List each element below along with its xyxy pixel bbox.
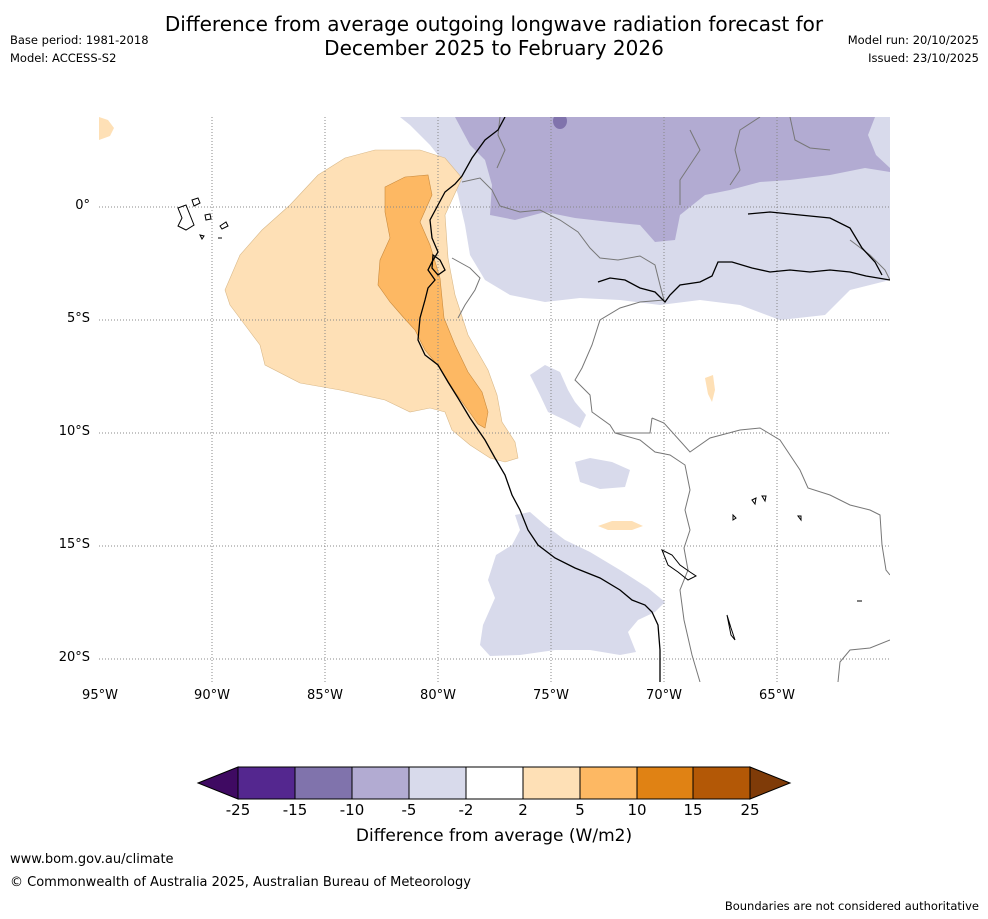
- anomaly-region-purple-north: [455, 117, 890, 242]
- lon-label-70w: 70°W: [646, 688, 682, 703]
- chart-title: Difference from average outgoing longwav…: [0, 12, 988, 60]
- model-run-label: Model run: 20/10/2025: [847, 33, 979, 47]
- lon-label-95w: 95°W: [82, 688, 118, 703]
- lake-titicaca: [661, 548, 697, 581]
- lon-label-80w: 80°W: [420, 688, 456, 703]
- lat-label-20s: 20°S: [58, 650, 90, 665]
- colorbar-bin-7: [579, 766, 638, 800]
- model-label: Model: ACCESS-S2: [10, 51, 117, 65]
- lat-label-15s: 15°S: [58, 537, 90, 552]
- colorbar-tick: -5: [401, 801, 417, 819]
- anomaly-region-light-purple-central: [530, 365, 586, 428]
- lon-label-65w: 65°W: [759, 688, 795, 703]
- colorbar-tick: 10: [627, 801, 647, 819]
- meta-right: Model run: 20/10/2025 Issued: 23/10/2025: [848, 31, 979, 67]
- lat-label-0: 0°: [75, 198, 90, 213]
- colorbar-tick: 25: [740, 801, 760, 819]
- small-lakes: [726, 495, 862, 641]
- footer-url[interactable]: www.bom.gov.au/climate: [10, 852, 174, 867]
- country-boundaries: [451, 117, 890, 682]
- coastline: [417, 117, 890, 682]
- colorbar-bin-1: [237, 766, 296, 800]
- colorbar-bin-2: [294, 766, 353, 800]
- colorbar-bin-3: [351, 766, 410, 800]
- lon-label-90w: 90°W: [194, 688, 230, 703]
- colorbar-tick: 5: [575, 801, 585, 819]
- colorbar-tick: -10: [339, 801, 365, 819]
- lon-label-75w: 75°W: [533, 688, 569, 703]
- base-period-label: Base period: 1981-2018: [10, 33, 149, 47]
- colorbar-bin-9: [692, 766, 751, 800]
- colorbar-bin-5: [465, 766, 524, 800]
- colorbar-tick: -2: [458, 801, 474, 819]
- colorbar-title: Difference from average (W/m2): [355, 826, 633, 846]
- colorbar-bin-8: [636, 766, 694, 800]
- lat-label-10s: 10°S: [58, 424, 90, 439]
- anomaly-region-light-purple-east: [868, 117, 890, 168]
- galapagos-islands: [177, 197, 229, 240]
- chart-title-line1: Difference from average outgoing longwav…: [164, 12, 824, 36]
- colorbar-tick: 2: [518, 801, 528, 819]
- colorbar-bin-4: [408, 766, 467, 800]
- colorbar-tick: -25: [225, 801, 251, 819]
- colorbar-bin-6: [522, 766, 581, 800]
- footer-copyright: © Commonwealth of Australia 2025, Austra…: [10, 875, 471, 890]
- colorbar-extend-high: [749, 766, 792, 800]
- lat-label-5s: 5°S: [66, 311, 90, 326]
- anomaly-region-purple-small: [553, 117, 567, 129]
- anomaly-region-light-orange-small: [705, 375, 715, 402]
- issued-label: Issued: 23/10/2025: [868, 51, 979, 65]
- map-area: [99, 117, 890, 682]
- anomaly-region-light-purple-south: [480, 512, 665, 656]
- anomaly-region-light-orange-south: [598, 521, 643, 530]
- anomaly-region-light-orange-main: [224, 149, 519, 463]
- colorbar-tick: 15: [683, 801, 703, 819]
- meta-left: Base period: 1981-2018 Model: ACCESS-S2: [10, 31, 149, 67]
- anomaly-region-orange: [377, 174, 489, 429]
- anomaly-region-light-orange-west: [99, 117, 114, 140]
- colorbar-extend-low: [196, 766, 239, 800]
- anomaly-region-light-purple-small: [575, 458, 630, 489]
- chart-title-line2: December 2025 to February 2026: [324, 36, 664, 60]
- graticule: [99, 117, 890, 682]
- footer-note: Boundaries are not considered authoritat…: [724, 899, 979, 913]
- colorbar-tick: -15: [282, 801, 308, 819]
- lon-label-85w: 85°W: [307, 688, 343, 703]
